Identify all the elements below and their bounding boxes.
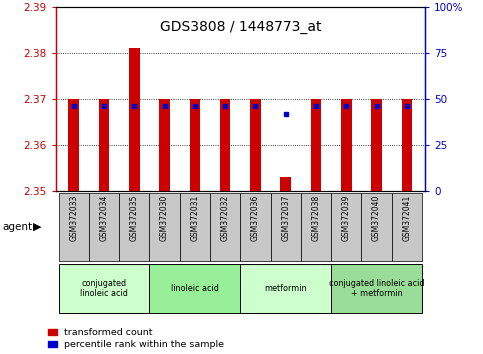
Text: GSM372039: GSM372039	[342, 195, 351, 241]
Text: agent: agent	[2, 222, 32, 232]
Text: conjugated linoleic acid
+ metformin: conjugated linoleic acid + metformin	[329, 279, 425, 298]
Bar	[220, 99, 230, 191]
Bar	[99, 99, 109, 191]
Bar	[129, 48, 140, 191]
Text: GSM372034: GSM372034	[99, 195, 109, 241]
FancyBboxPatch shape	[58, 193, 89, 261]
Bar	[69, 99, 79, 191]
Text: GSM372037: GSM372037	[281, 195, 290, 241]
FancyBboxPatch shape	[361, 193, 392, 261]
FancyBboxPatch shape	[58, 264, 149, 313]
Text: metformin: metformin	[265, 284, 307, 293]
FancyBboxPatch shape	[180, 193, 210, 261]
FancyBboxPatch shape	[241, 193, 270, 261]
Text: GSM372030: GSM372030	[160, 195, 169, 241]
Legend: transformed count, percentile rank within the sample: transformed count, percentile rank withi…	[48, 329, 224, 349]
FancyBboxPatch shape	[149, 193, 180, 261]
FancyBboxPatch shape	[331, 193, 361, 261]
Text: GSM372033: GSM372033	[69, 195, 78, 241]
Text: GSM372035: GSM372035	[130, 195, 139, 241]
Bar	[311, 99, 321, 191]
Text: GDS3808 / 1448773_at: GDS3808 / 1448773_at	[159, 19, 321, 34]
Text: GSM372031: GSM372031	[190, 195, 199, 241]
Bar	[401, 99, 412, 191]
Text: conjugated
linoleic acid: conjugated linoleic acid	[80, 279, 128, 298]
FancyBboxPatch shape	[301, 193, 331, 261]
FancyBboxPatch shape	[331, 264, 422, 313]
Bar	[159, 99, 170, 191]
FancyBboxPatch shape	[210, 193, 241, 261]
FancyBboxPatch shape	[119, 193, 149, 261]
Text: GSM372041: GSM372041	[402, 195, 412, 241]
FancyBboxPatch shape	[149, 264, 241, 313]
Text: ▶: ▶	[33, 222, 42, 232]
Bar	[250, 99, 261, 191]
Bar	[341, 99, 352, 191]
Text: GSM372036: GSM372036	[251, 195, 260, 241]
FancyBboxPatch shape	[241, 264, 331, 313]
Bar	[371, 99, 382, 191]
Text: GSM372032: GSM372032	[221, 195, 229, 241]
Text: GSM372040: GSM372040	[372, 195, 381, 241]
FancyBboxPatch shape	[392, 193, 422, 261]
Bar	[281, 177, 291, 191]
FancyBboxPatch shape	[89, 193, 119, 261]
FancyBboxPatch shape	[270, 193, 301, 261]
Bar	[189, 99, 200, 191]
Text: linoleic acid: linoleic acid	[171, 284, 219, 293]
Text: GSM372038: GSM372038	[312, 195, 321, 241]
